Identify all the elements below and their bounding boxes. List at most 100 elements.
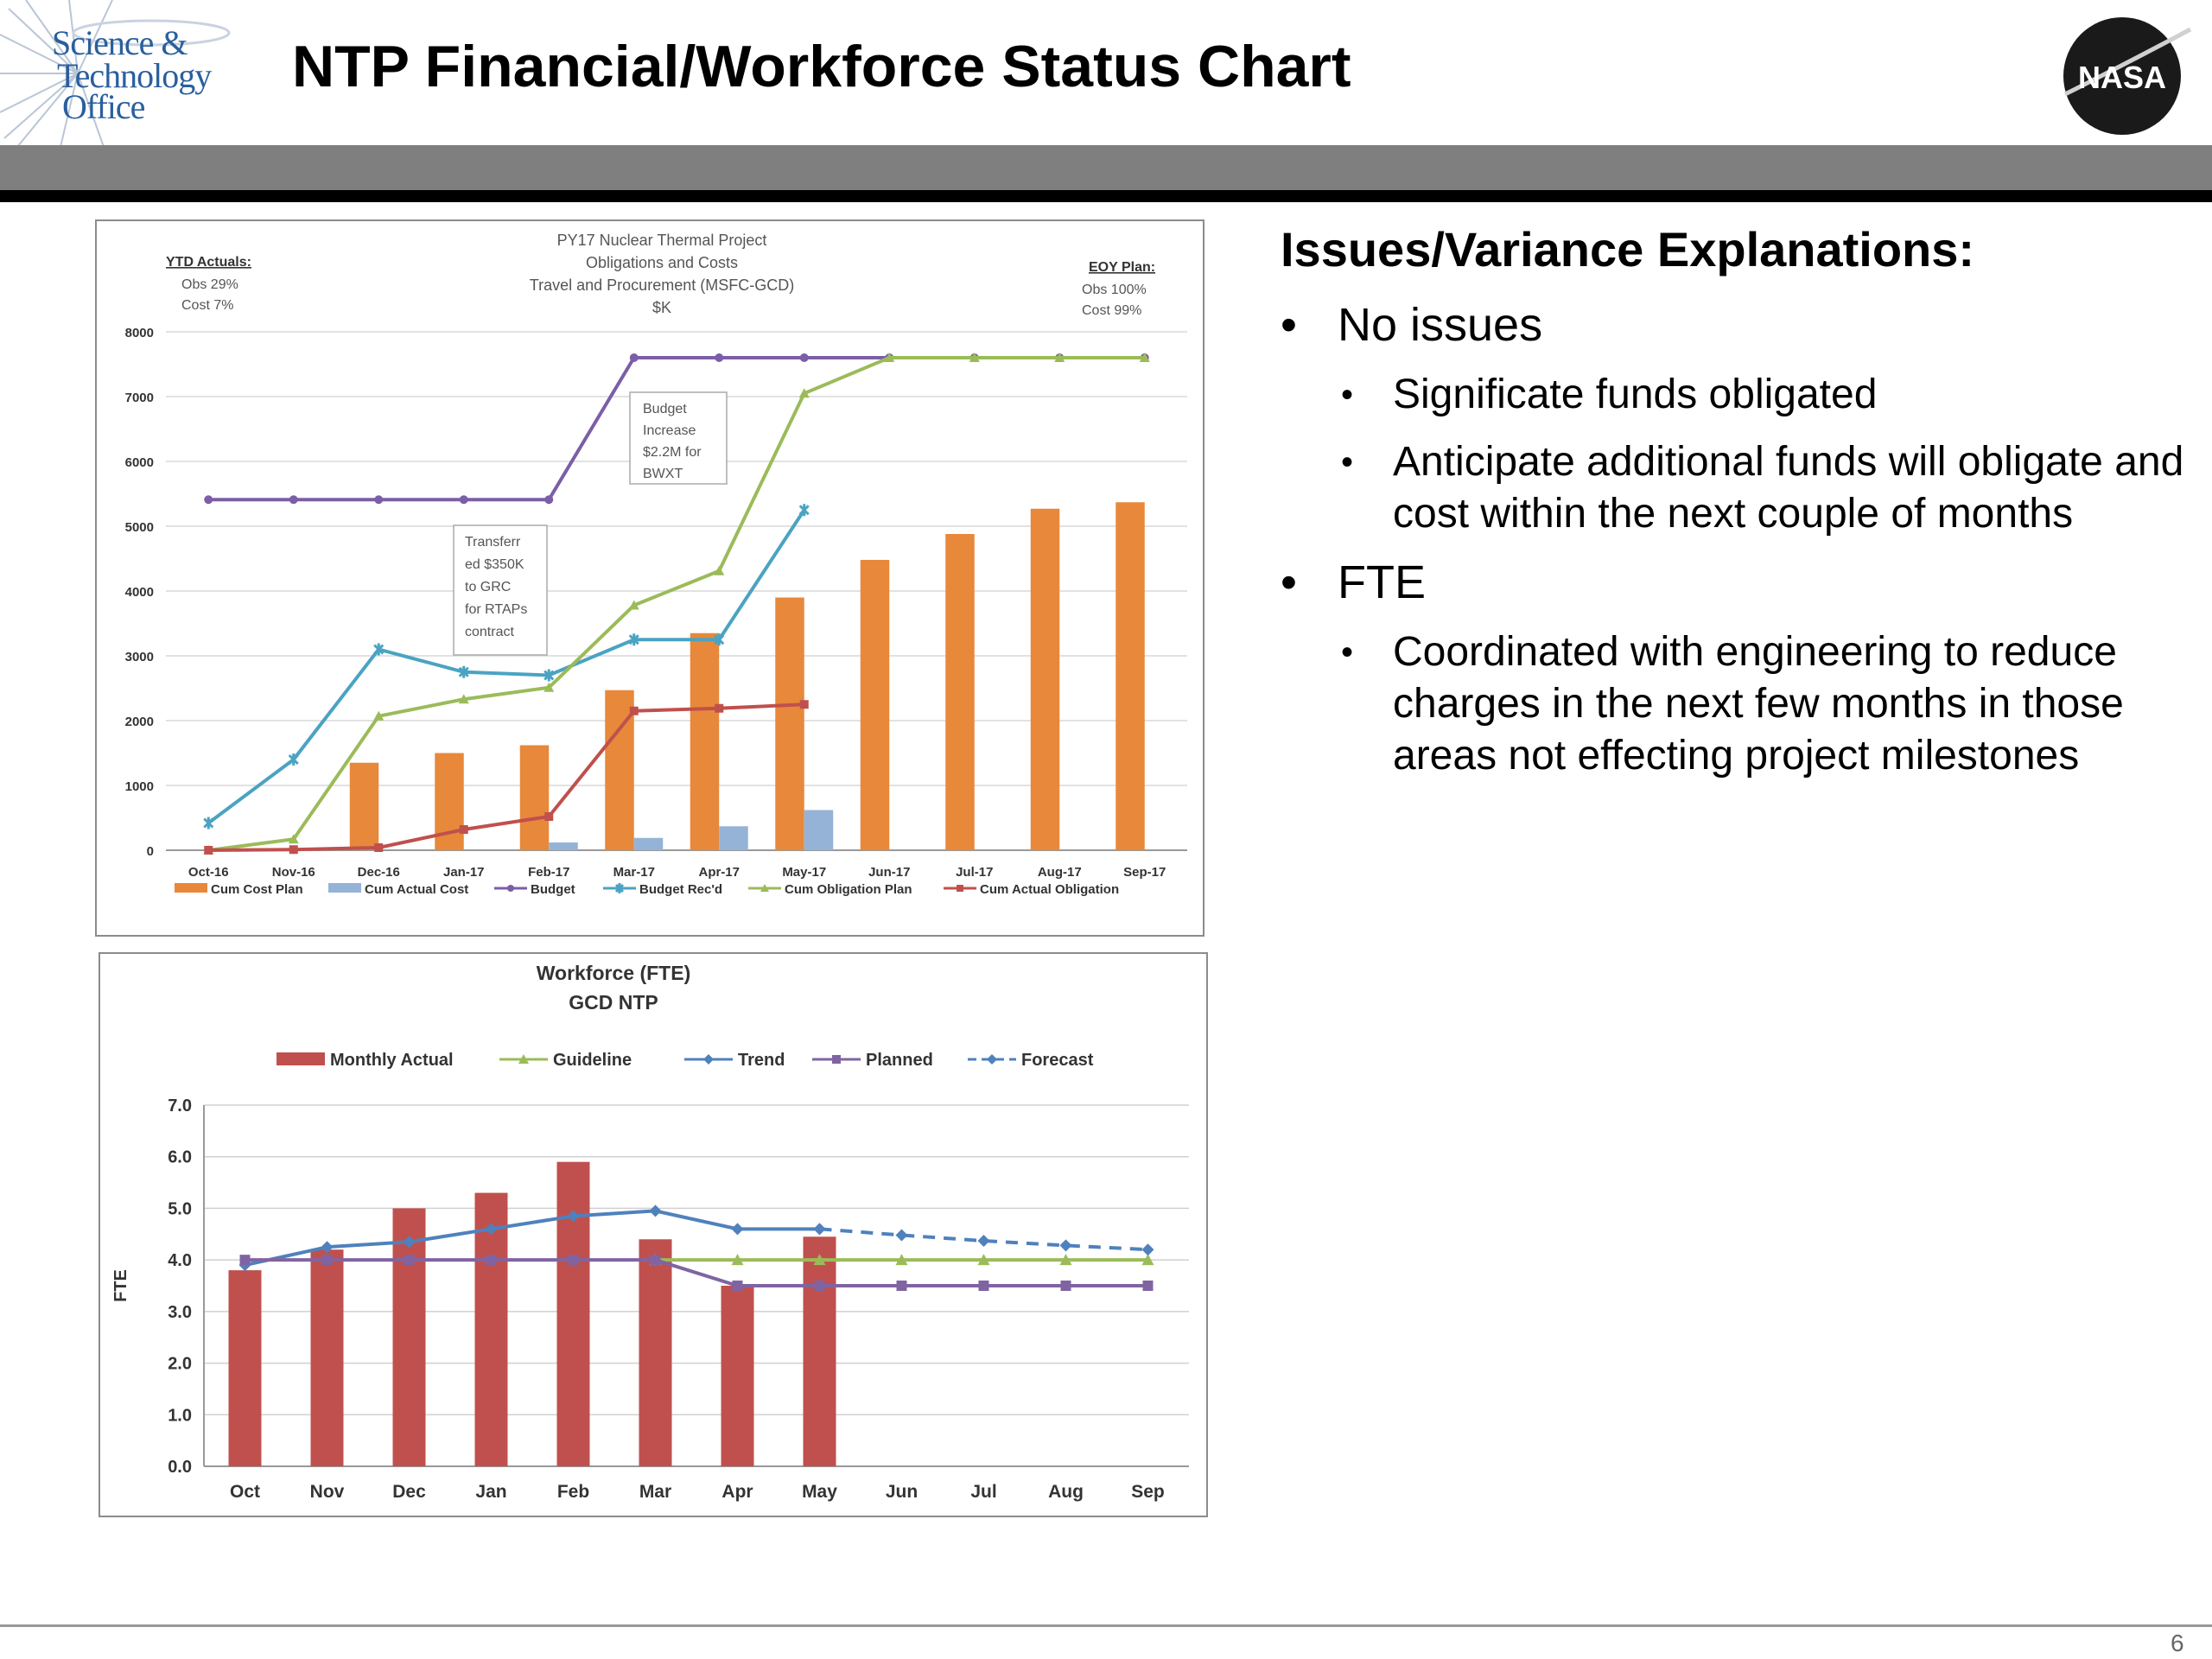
point-budget-rec-d [714,633,725,646]
ytd-actuals-value: Obs 29% [181,277,238,292]
y-tick-label: 2.0 [168,1355,192,1374]
y-tick-label: 1000 [125,779,154,794]
x-tick-label: Feb [557,1482,589,1502]
legend-label: Cum Cost Plan [211,882,303,897]
point-cum-obligation-plan [458,694,469,704]
point-cum-actual-obligation [544,812,554,821]
legend-marker-budget-rec-d [614,883,625,893]
annotation-text: for RTAPs [465,602,527,617]
page-number: 6 [2171,1630,2184,1656]
bar-monthly-actual [474,1192,508,1466]
point-budget [715,353,724,362]
bar-cum-cost-plan [690,632,720,850]
y-tick-label: 3000 [125,650,154,664]
x-tick-label: Sep [1131,1482,1165,1502]
point-budget-rec-d [373,643,385,656]
chart-title-line: Obligations and Costs [586,254,738,271]
point-cum-obligation-plan [969,353,980,362]
nasa-meatball-icon: NASA [2063,17,2192,135]
point-forecast [895,1229,908,1242]
y-tick-label: 4000 [125,585,154,600]
point-trend [567,1210,580,1223]
x-tick-label: Oct [230,1482,260,1502]
y-tick-label: 5.0 [168,1199,192,1218]
x-tick-label: Mar [639,1482,671,1502]
bar-cum-actual-cost [633,837,664,850]
y-tick-label: 0.0 [168,1458,192,1477]
point-cum-obligation-plan [1054,353,1065,362]
x-tick-label: Apr-17 [698,865,740,880]
point-cum-actual-obligation [799,700,809,709]
issue-subitem: Anticipate additional funds will obligat… [1281,436,2196,540]
legend-marker-cum-obligation-plan [760,884,769,892]
ytd-actuals-label: YTD Actuals: [166,255,251,270]
x-tick-label: Apr [721,1482,753,1502]
legend-marker-guideline [518,1054,529,1064]
legend-marker-budget [507,885,514,892]
y-tick-label: 8000 [125,326,154,340]
y-tick-label: 5000 [125,520,154,535]
workforce-chart: Workforce (FTE) GCD NTP FTE 0.0 1.0 2.0 3.0 4.0… [111,962,1189,1502]
issues-section: Issues/Variance Explanations: No issues … [1281,221,2196,798]
annotation-text: Transferr [465,535,521,550]
line-trend [245,1209,820,1268]
point-forecast [1141,1243,1154,1256]
issue-item: No issues [1281,298,2196,352]
point-guideline [813,1254,826,1266]
point-cum-actual-obligation [374,843,384,852]
point-planned [486,1255,497,1266]
point-cum-obligation-plan [288,834,299,844]
annotation-text: contract [465,625,514,639]
point-planned [239,1255,251,1266]
nasa-logo-text: NASA [2078,60,2166,95]
x-tick-label: Jun-17 [868,865,910,880]
legend-marker-trend [703,1054,714,1065]
annotation-text: ed $350K [465,557,524,572]
point-cum-actual-obligation [204,846,213,855]
header-band [0,145,2212,190]
bar-monthly-actual [392,1208,426,1466]
point-cum-actual-obligation [459,825,468,834]
legend-label: Cum Actual Cost [365,882,468,897]
point-forecast [977,1235,990,1248]
x-tick-label: May [802,1482,837,1502]
point-cum-actual-obligation [289,845,298,855]
legend-swatch-cum-cost-plan [175,883,207,893]
bar-cum-actual-cost [549,842,578,850]
bar-cum-actual-cost [719,826,748,850]
point-cum-obligation-plan [798,388,810,398]
legend-label: Monthly Actual [330,1051,454,1070]
point-trend [485,1223,498,1236]
annotation-text: Increase [643,423,696,438]
legend-label: Guideline [553,1051,632,1070]
legend-marker-forecast [987,1054,997,1065]
point-cum-obligation-plan [543,682,555,692]
bar-cum-cost-plan [775,597,804,850]
point-planned [568,1255,579,1266]
bar-monthly-actual [228,1270,262,1466]
point-budget-rec-d [628,633,639,646]
legend-label: Cum Obligation Plan [785,882,912,897]
bar-cum-cost-plan [1030,508,1060,850]
financial-chart-panel: PY17 Nuclear Thermal Project Obligations … [95,219,1205,937]
x-tick-label: Dec [392,1482,426,1502]
bar-cum-cost-plan [860,560,890,850]
point-forecast [813,1223,826,1236]
point-budget [204,495,213,505]
x-tick-label: Jan-17 [443,865,485,880]
annotation-box [453,524,548,656]
legend-label: Forecast [1021,1051,1094,1070]
bar-monthly-actual [639,1239,672,1466]
sunburst-icon [0,0,231,147]
eoy-plan-value: Obs 100% [1082,283,1147,297]
point-planned [978,1281,989,1291]
bar-monthly-actual [310,1249,344,1466]
point-cum-obligation-plan [714,565,725,575]
annotation-text: $2.2M for [643,445,702,460]
y-axis-label: FTE [111,1269,130,1302]
point-planned [1142,1281,1154,1291]
point-planned [732,1281,743,1291]
x-tick-label: Aug [1048,1482,1084,1502]
annotation-text: Budget [643,402,687,416]
point-budget-rec-d [458,665,469,678]
